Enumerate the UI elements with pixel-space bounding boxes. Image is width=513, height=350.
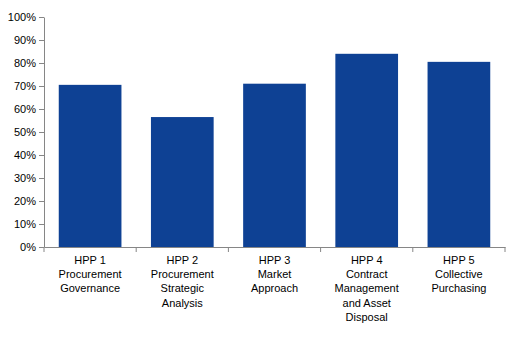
x-tick-label-line: Purchasing xyxy=(431,282,486,294)
x-tick-label-line: HPP 4 xyxy=(351,254,383,266)
x-tick-label-line: Procurement xyxy=(59,268,122,280)
y-tick-mark xyxy=(39,178,44,179)
x-tick-label: HPP 5 Collective Purchasing xyxy=(431,254,486,295)
y-tick: 90% xyxy=(14,34,44,46)
category-separator xyxy=(412,247,413,252)
x-axis-line xyxy=(45,247,506,248)
category-separator xyxy=(44,247,45,252)
y-tick-mark xyxy=(39,17,44,18)
bar xyxy=(59,85,122,247)
x-tick-label: HPP 3 Market Approach xyxy=(251,254,298,295)
y-tick-label: 30% xyxy=(14,172,36,184)
y-tick: 10% xyxy=(14,218,44,230)
y-tick-mark xyxy=(39,86,44,87)
x-tick-label-line: Disposal xyxy=(346,311,388,323)
x-tick-label-line: Contract xyxy=(346,268,388,280)
category-separator xyxy=(320,247,321,252)
x-tick: HPP 4 Contract Management and Asset Disposal xyxy=(335,247,399,323)
y-tick-label: 60% xyxy=(14,103,36,115)
x-tick-label-line: Market xyxy=(258,268,292,280)
y-tick-mark xyxy=(39,109,44,110)
y-tick: 0% xyxy=(20,241,44,253)
bars xyxy=(59,54,490,247)
y-tick: 50% xyxy=(14,126,44,138)
y-tick-label: 0% xyxy=(20,241,36,253)
y-tick: 70% xyxy=(14,80,44,92)
x-axis: HPP 1 Procurement Governance HPP 2 Procureme… xyxy=(44,247,506,323)
x-tick-label-line: Analysis xyxy=(162,297,203,309)
category-separator xyxy=(505,247,506,252)
chart: 0% 10% 20% 30% 40% 50% 60% 70% 80% 90% 100% HPP 1 Pr… xyxy=(0,0,513,350)
plot: 0% 10% 20% 30% 40% 50% 60% 70% 80% 90% 100% HPP 1 Pr… xyxy=(8,11,506,323)
bar xyxy=(151,117,214,247)
bar xyxy=(428,62,491,247)
y-tick-mark xyxy=(39,132,44,133)
y-tick: 40% xyxy=(14,149,44,161)
x-tick-label-line: Strategic xyxy=(161,282,205,294)
bar xyxy=(335,54,398,247)
x-tick-label: HPP 2 Procurement Strategic Analysis xyxy=(151,254,214,309)
x-tick-label-line: and Asset xyxy=(343,297,391,309)
y-tick-mark xyxy=(39,63,44,64)
y-tick-label: 100% xyxy=(8,11,36,23)
x-tick-label-line: HPP 1 xyxy=(74,254,106,266)
x-tick-label-line: Governance xyxy=(60,282,120,294)
category-separator xyxy=(136,247,137,252)
y-tick-label: 50% xyxy=(14,126,36,138)
x-tick-label-line: HPP 2 xyxy=(167,254,199,266)
y-tick: 30% xyxy=(14,172,44,184)
y-tick: 80% xyxy=(14,57,44,69)
x-tick-label: HPP 1 Procurement Governance xyxy=(59,254,122,295)
y-tick-label: 40% xyxy=(14,149,36,161)
bar xyxy=(243,84,306,247)
x-tick-label-line: HPP 5 xyxy=(443,254,475,266)
y-axis-line xyxy=(44,18,45,248)
x-tick: HPP 5 Collective Purchasing xyxy=(431,247,486,294)
x-tick: HPP 2 Procurement Strategic Analysis xyxy=(151,247,214,309)
x-tick-label: HPP 4 Contract Management and Asset Disposal xyxy=(335,254,399,323)
y-tick-mark xyxy=(39,201,44,202)
category-separator xyxy=(228,247,229,252)
y-tick-label: 80% xyxy=(14,57,36,69)
y-tick: 100% xyxy=(8,11,44,23)
y-tick-label: 20% xyxy=(14,195,36,207)
y-tick-label: 70% xyxy=(14,80,36,92)
y-axis: 0% 10% 20% 30% 40% 50% 60% 70% 80% 90% 100% xyxy=(8,11,45,253)
y-tick-mark xyxy=(39,224,44,225)
x-tick: HPP 1 Procurement Governance xyxy=(59,247,122,294)
y-tick: 20% xyxy=(14,195,44,207)
x-tick: HPP 3 Market Approach xyxy=(251,247,298,294)
y-tick-mark xyxy=(39,247,44,248)
y-tick-mark xyxy=(39,155,44,156)
y-tick: 60% xyxy=(14,103,44,115)
x-tick-label-line: HPP 3 xyxy=(259,254,291,266)
x-tick-label-line: Management xyxy=(335,282,399,294)
x-tick-label-line: Approach xyxy=(251,282,298,294)
category-separators xyxy=(44,247,505,252)
x-tick-label-line: Collective xyxy=(435,268,483,280)
y-tick-label: 10% xyxy=(14,218,36,230)
x-tick-label-line: Procurement xyxy=(151,268,214,280)
y-tick-mark xyxy=(39,40,44,41)
y-tick-label: 90% xyxy=(14,34,36,46)
